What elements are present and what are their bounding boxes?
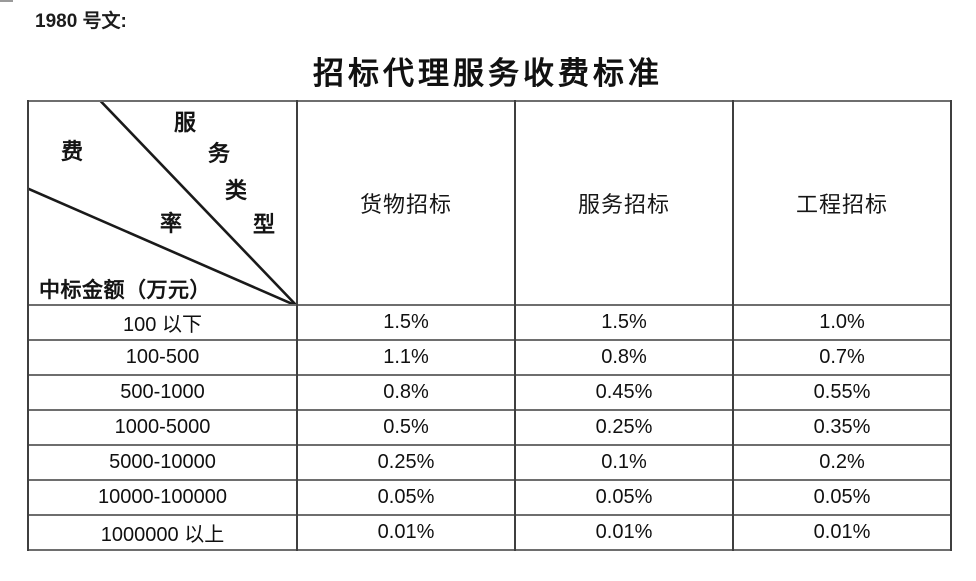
amount-range-cell: 500-1000 xyxy=(27,375,298,410)
header-row: 费 率 服 务 类 型 中标金额（万元） 货物招标 服务招标 工程招标 xyxy=(27,101,952,305)
amount-range-cell: 5000-10000 xyxy=(27,445,298,480)
corner-label-type-char: 务 xyxy=(208,141,231,166)
diagonal-lines xyxy=(29,102,296,304)
corner-label-type-char: 型 xyxy=(253,212,276,237)
services-rate-cell: 0.8% xyxy=(514,340,734,375)
corner-label-rate-char: 率 xyxy=(160,211,183,236)
services-rate-cell: 0.05% xyxy=(514,480,734,515)
table-row: 1000-5000 0.5% 0.25% 0.35% xyxy=(27,410,952,445)
goods-rate-cell: 1.5% xyxy=(296,305,516,340)
services-rate-cell: 0.01% xyxy=(514,515,734,550)
services-rate-cell: 1.5% xyxy=(514,305,734,340)
amount-range-cell: 1000-5000 xyxy=(27,410,298,445)
corner-label-fee-char: 费 xyxy=(61,139,84,164)
goods-rate-cell: 0.5% xyxy=(296,410,516,445)
table-row: 10000-100000 0.05% 0.05% 0.05% xyxy=(27,480,952,515)
table-row: 100-500 1.1% 0.8% 0.7% xyxy=(27,340,952,375)
window-edge-artifact xyxy=(0,0,13,2)
corner-label-type-char: 服 xyxy=(174,110,197,135)
works-rate-cell: 0.55% xyxy=(732,375,952,410)
amount-range-cell: 1000000 以上 xyxy=(27,515,298,550)
document-number-note: 1980 号文: xyxy=(35,11,127,32)
goods-rate-cell: 0.8% xyxy=(296,375,516,410)
column-header-works: 工程招标 xyxy=(732,101,952,305)
works-rate-cell: 0.05% xyxy=(732,480,952,515)
goods-rate-cell: 0.25% xyxy=(296,445,516,480)
column-header-goods: 货物招标 xyxy=(296,101,516,305)
services-rate-cell: 0.25% xyxy=(514,410,734,445)
corner-row-axis-label: 中标金额（万元） xyxy=(39,278,211,302)
works-rate-cell: 0.35% xyxy=(732,410,952,445)
table-row: 5000-10000 0.25% 0.1% 0.2% xyxy=(27,445,952,480)
corner-label-type-char: 类 xyxy=(225,178,248,203)
works-rate-cell: 0.2% xyxy=(732,445,952,480)
works-rate-cell: 0.7% xyxy=(732,340,952,375)
goods-rate-cell: 1.1% xyxy=(296,340,516,375)
fee-table-body: 100 以下 1.5% 1.5% 1.0% 100-500 1.1% 0.8% 0.7% 500… xyxy=(27,305,952,550)
goods-rate-cell: 0.01% xyxy=(296,515,516,550)
column-header-services: 服务招标 xyxy=(514,101,734,305)
table-row: 100 以下 1.5% 1.5% 1.0% xyxy=(27,305,952,340)
services-rate-cell: 0.1% xyxy=(514,445,734,480)
works-rate-cell: 1.0% xyxy=(732,305,952,340)
table-row: 1000000 以上 0.01% 0.01% 0.01% xyxy=(27,515,952,550)
page-title: 招标代理服务收费标准 xyxy=(313,56,663,91)
amount-range-cell: 100-500 xyxy=(27,340,298,375)
table-row: 500-1000 0.8% 0.45% 0.55% xyxy=(27,375,952,410)
goods-rate-cell: 0.05% xyxy=(296,480,516,515)
fee-standard-table: 费 率 服 务 类 型 中标金额（万元） 货物招标 服务招标 工程招标 100 … xyxy=(27,100,952,551)
amount-range-cell: 10000-100000 xyxy=(27,480,298,515)
works-rate-cell: 0.01% xyxy=(732,515,952,550)
services-rate-cell: 0.45% xyxy=(514,375,734,410)
diagonal-header-cell: 费 率 服 务 类 型 中标金额（万元） xyxy=(27,101,298,305)
amount-range-cell: 100 以下 xyxy=(27,305,298,340)
